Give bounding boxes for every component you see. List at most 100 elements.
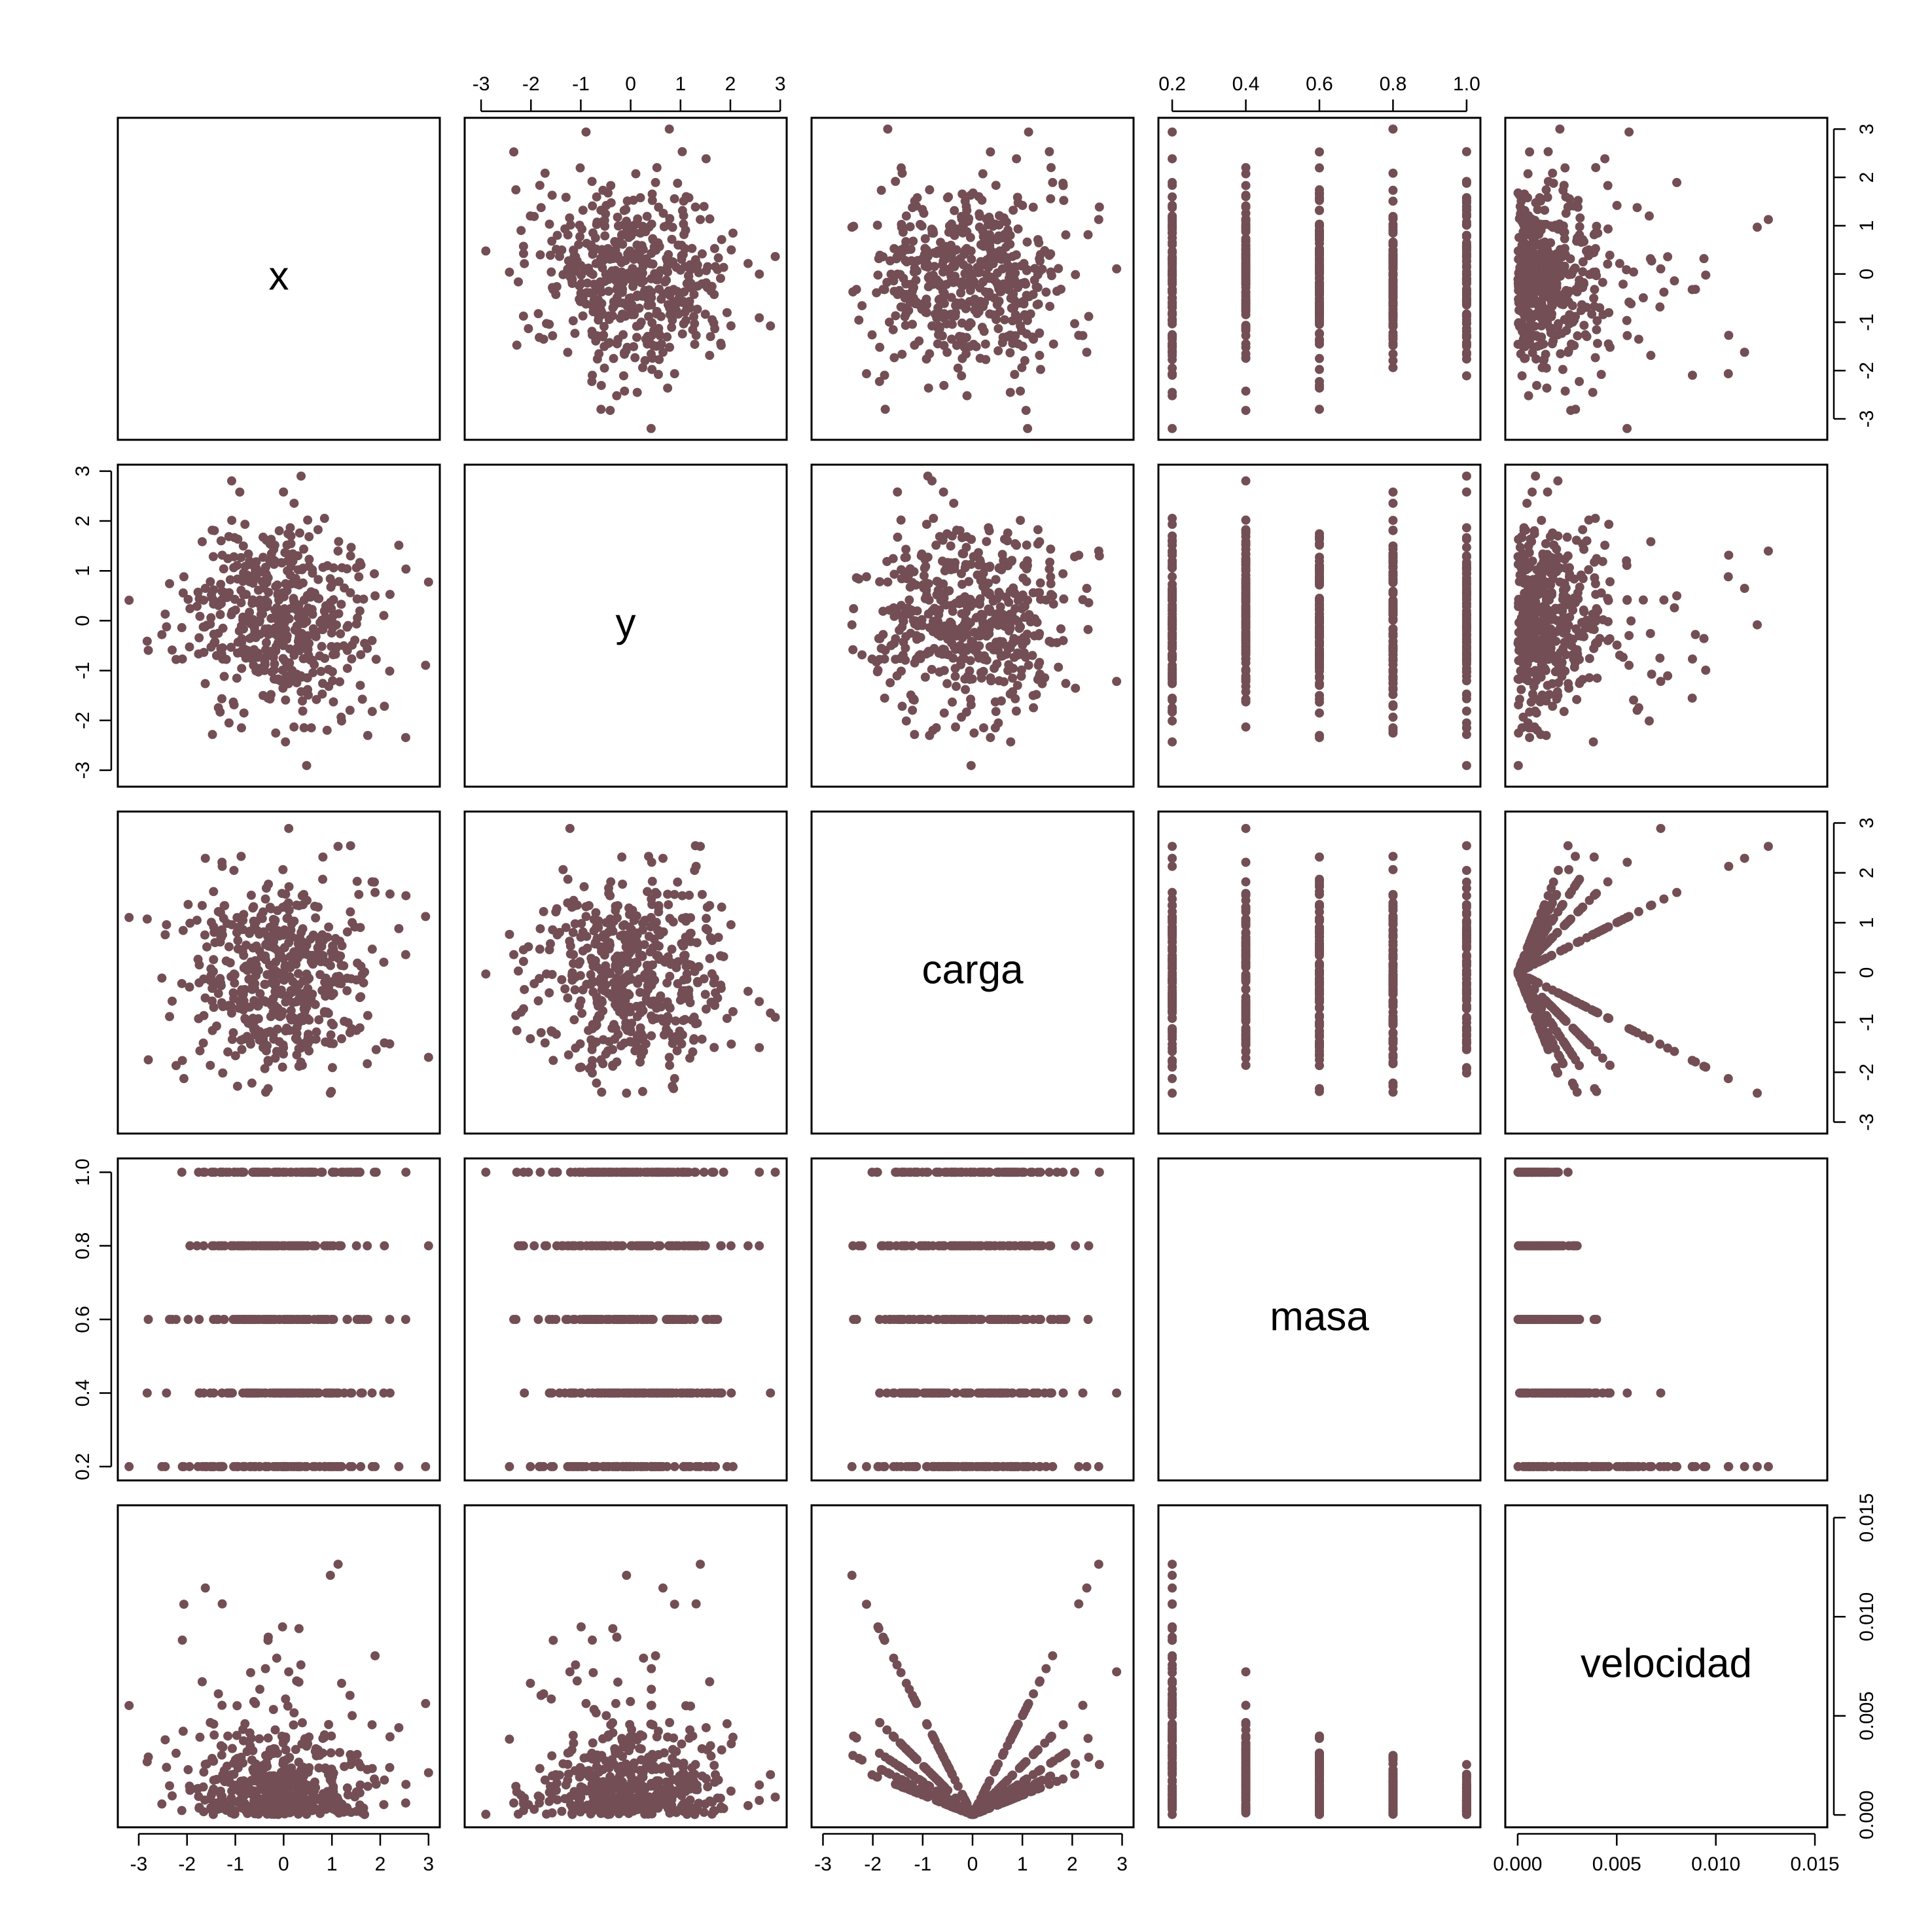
data-point xyxy=(1558,585,1568,595)
data-point xyxy=(647,318,657,328)
data-point xyxy=(928,270,938,280)
data-point xyxy=(346,841,355,851)
data-point xyxy=(707,315,717,325)
data-point xyxy=(1241,681,1251,691)
data-point xyxy=(334,577,344,586)
data-point xyxy=(893,269,903,279)
data-point xyxy=(283,898,293,908)
data-point xyxy=(1241,202,1251,212)
data-point xyxy=(291,959,301,969)
data-point xyxy=(1315,232,1324,242)
data-point xyxy=(217,694,226,704)
data-point xyxy=(1571,404,1581,414)
data-point xyxy=(1028,289,1038,299)
data-point xyxy=(986,617,996,627)
data-point xyxy=(954,332,964,342)
data-point xyxy=(643,300,653,310)
data-point xyxy=(891,177,901,187)
data-point xyxy=(1603,259,1613,269)
data-point xyxy=(1519,332,1529,342)
data-point xyxy=(1560,594,1569,603)
data-point xyxy=(679,955,689,965)
data-point xyxy=(1061,679,1071,689)
data-point xyxy=(611,238,620,247)
data-point xyxy=(1074,550,1084,560)
data-point xyxy=(652,889,662,899)
data-point xyxy=(847,620,857,630)
data-point xyxy=(1388,588,1398,598)
data-point xyxy=(1578,257,1588,267)
data-point xyxy=(535,181,545,190)
data-point xyxy=(1035,658,1045,668)
data-point xyxy=(243,965,253,975)
data-point xyxy=(1541,602,1550,612)
data-point xyxy=(1591,617,1601,626)
data-point xyxy=(238,916,248,925)
data-point xyxy=(1590,302,1600,312)
data-point xyxy=(200,622,210,632)
data-point xyxy=(1562,532,1572,542)
data-point xyxy=(1590,579,1600,588)
data-point xyxy=(893,487,903,497)
data-point xyxy=(1009,583,1018,593)
data-point xyxy=(304,639,314,649)
data-point xyxy=(898,244,908,254)
data-point xyxy=(1577,238,1586,247)
data-point xyxy=(878,252,888,262)
data-point xyxy=(728,1007,738,1016)
data-point xyxy=(609,297,618,307)
data-point xyxy=(966,694,976,704)
data-point xyxy=(690,202,700,212)
data-point xyxy=(964,213,974,223)
data-point xyxy=(1582,332,1592,342)
data-point xyxy=(1596,370,1606,380)
data-point xyxy=(1037,264,1047,274)
data-point xyxy=(1699,254,1709,264)
data-point xyxy=(1388,690,1398,700)
data-point xyxy=(612,391,622,401)
data-point xyxy=(1763,546,1773,556)
data-point xyxy=(581,127,591,137)
data-point xyxy=(1461,257,1471,266)
data-point xyxy=(1513,340,1523,349)
data-point xyxy=(584,288,594,298)
data-point xyxy=(1168,703,1177,713)
panel-frame xyxy=(810,116,1135,441)
data-point xyxy=(920,594,930,603)
data-point xyxy=(896,565,906,575)
data-point xyxy=(195,1046,205,1056)
data-point xyxy=(677,329,687,339)
data-point xyxy=(986,732,995,742)
data-point xyxy=(1241,602,1251,612)
data-point xyxy=(882,277,892,287)
data-point xyxy=(896,515,906,525)
data-point xyxy=(684,193,694,203)
data-point xyxy=(1701,270,1711,280)
data-point xyxy=(942,193,952,203)
data-point xyxy=(618,371,628,381)
data-point xyxy=(1168,192,1177,202)
data-point xyxy=(618,977,628,987)
data-point xyxy=(1168,262,1177,272)
data-point xyxy=(1517,371,1527,381)
data-point xyxy=(969,340,978,349)
data-point xyxy=(967,535,976,545)
data-point xyxy=(588,1056,598,1065)
data-point xyxy=(1002,641,1012,651)
data-point xyxy=(1461,523,1471,533)
data-point xyxy=(1624,660,1634,670)
data-point xyxy=(587,956,597,966)
data-point xyxy=(941,254,951,264)
data-point xyxy=(1514,694,1524,704)
data-point xyxy=(662,276,671,285)
data-point xyxy=(874,376,884,386)
data-point xyxy=(1023,423,1033,433)
data-point xyxy=(957,211,967,221)
data-point xyxy=(295,528,304,538)
data-point xyxy=(1011,539,1020,548)
data-point xyxy=(1241,476,1251,486)
data-point xyxy=(970,305,980,315)
data-point xyxy=(232,673,241,683)
data-point xyxy=(357,694,367,704)
